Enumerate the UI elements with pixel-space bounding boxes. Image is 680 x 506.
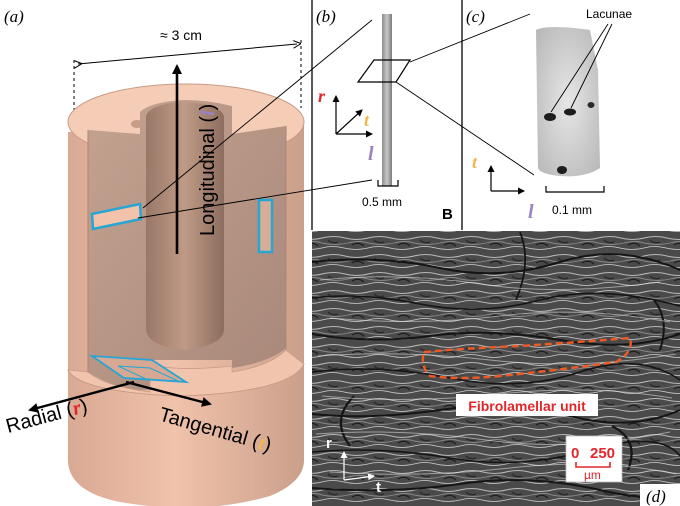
panel-d: Fibrolamellar unit 0 250 µm r t (d): [311, 231, 680, 506]
panel-a-label: (a): [4, 7, 24, 26]
unit-label-bg: [456, 394, 598, 416]
triad-c-l: l: [528, 201, 534, 223]
scale-bar-d: 0 250 µm: [565, 435, 623, 483]
specimen-markers: [88, 198, 274, 384]
lacunae-callout: Lacunae: [586, 7, 632, 21]
triad-b-t: t: [364, 110, 370, 130]
unit-label: Fibrolamellar unit: [468, 398, 586, 414]
specimen-longitudinal-box: [257, 198, 274, 254]
scale-b-label: 0.5 mm: [362, 195, 402, 209]
scale-d-start: 0: [571, 445, 579, 462]
scale-bar-c: 0.1 mm: [545, 186, 605, 217]
specimen-rod: [382, 14, 392, 186]
lacuna: [564, 108, 576, 116]
panel-b-corner-label: B: [442, 206, 453, 223]
panel-c-label: (c): [466, 7, 485, 26]
panel-a: (a) ≈ 3 cm: [4, 7, 373, 506]
triad-d-t: t: [376, 479, 381, 496]
specimen-tangential-box: [88, 354, 190, 384]
lacuna: [557, 166, 567, 174]
lacuna: [587, 102, 595, 108]
panel-d-label: (d): [646, 487, 666, 506]
scale-d-end: 250: [590, 445, 615, 462]
width-label: ≈ 3 cm: [160, 27, 202, 43]
triad-b-l: l: [368, 143, 374, 165]
fibrolamellar-outline: [421, 336, 632, 380]
panel-b-label: (b): [316, 7, 336, 26]
scale-c-label: 0.1 mm: [552, 203, 592, 217]
triad-d: r t: [326, 435, 381, 496]
longitudinal-label: Longitudinal (l): [197, 104, 219, 236]
ct-slice: [536, 27, 600, 177]
triad-b-r: r: [318, 86, 326, 106]
width-dimension: ≈ 3 cm: [73, 27, 302, 122]
triad-b: r t l: [318, 86, 374, 165]
specimen-radial-box: [90, 202, 143, 231]
triad-c-t: t: [472, 152, 478, 172]
longitudinal-axis: Longitudinal (l): [172, 64, 219, 254]
triad-d-r: r: [326, 435, 332, 452]
panel-b: (b) r t l 0.5 mm B: [316, 7, 535, 223]
lacuna: [544, 113, 556, 121]
scale-bar-b: 0.5 mm: [362, 180, 402, 209]
triad-c: t l: [472, 152, 534, 223]
scale-d-unit: µm: [584, 468, 601, 482]
panel-c: (c) Lacunae t l 0.1 mm: [466, 7, 632, 223]
